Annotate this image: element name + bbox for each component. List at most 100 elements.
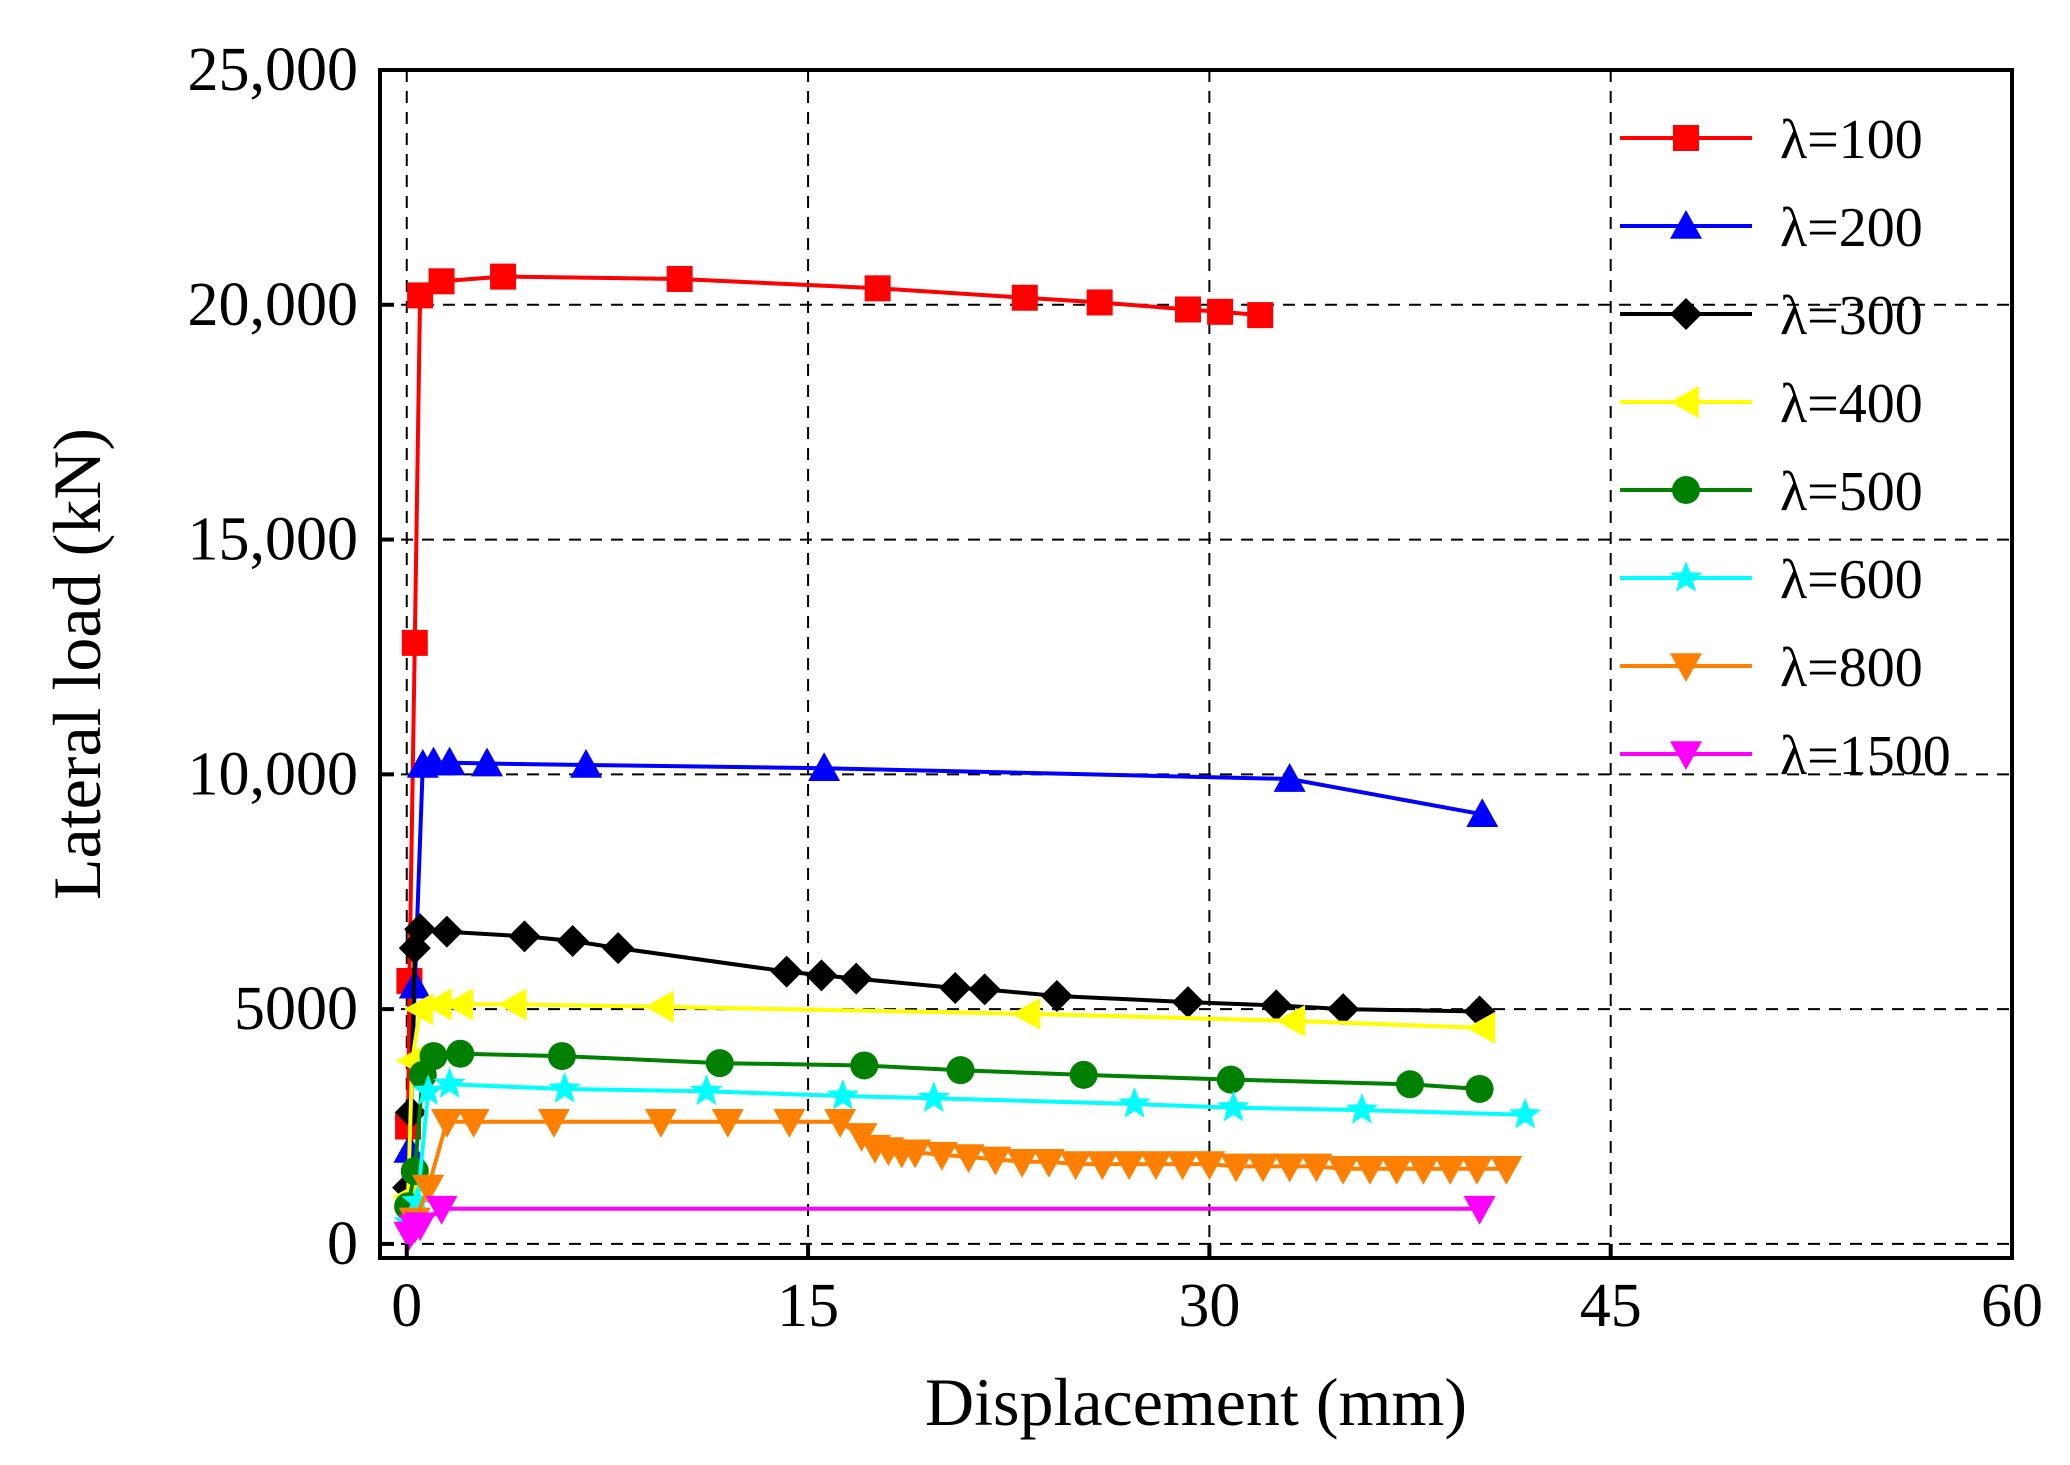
legend-label: λ=200 [1780,197,1923,259]
data-point [1273,763,1306,792]
data-point [433,746,466,776]
data-point [1247,302,1274,329]
data-point [497,988,527,1021]
data-point [1193,1151,1226,1181]
data-point [805,959,838,992]
data-point [1273,1153,1306,1183]
data-point [925,1141,958,1171]
series-group [392,263,1542,1251]
y-tick-label: 5000 [234,975,358,1043]
data-point [917,1081,950,1113]
data-point [1466,798,1499,828]
data-point [1407,1155,1440,1185]
data-point [570,748,603,778]
data-point [1508,1097,1542,1129]
data-point [1217,1090,1250,1122]
y-tick-label: 0 [327,1210,358,1278]
series-7 [398,1109,1523,1245]
data-point [1069,1060,1098,1089]
data-point [1396,1070,1425,1099]
series-line [404,1206,1480,1245]
data-point [1011,997,1041,1030]
series-3 [392,913,1496,1244]
legend-item: λ=400 [1620,373,1923,435]
data-point [1216,1065,1245,1094]
data-point [1011,284,1038,311]
data-point [824,1109,857,1138]
data-point [422,988,452,1021]
data-point [1220,1153,1253,1183]
data-point [1463,1195,1496,1225]
data-point [1139,1151,1172,1181]
data-point [412,1174,445,1204]
data-point [1059,1151,1092,1181]
data-point [404,913,437,946]
y-tick-label: 25,000 [188,36,359,104]
legend-marker [1670,741,1702,770]
data-point [1345,1093,1378,1124]
data-point [1174,296,1201,323]
legend-label: λ=300 [1780,285,1923,347]
data-point [1465,1074,1494,1103]
data-point [1086,1151,1119,1181]
legend-item: λ=800 [1620,637,1923,699]
legend: λ=100 λ=200 λ=300 λ=400 λ=500 λ=600 λ=800 λ=150… [1620,109,1951,787]
series-line [404,1119,1507,1245]
data-point [808,752,841,782]
data-point [1276,1004,1306,1037]
data-point [1118,1087,1151,1118]
data-point [1300,1153,1333,1183]
legend-marker [1670,386,1699,418]
y-axis-title: Lateral load (kN) [39,428,115,900]
legend-marker [1670,298,1702,330]
data-point [404,1212,437,1242]
legend-item: λ=500 [1620,461,1923,523]
data-point [1380,1155,1413,1185]
data-point [1246,1153,1279,1183]
data-point [864,275,891,302]
data-point [1434,1155,1467,1185]
data-point [602,932,635,965]
data-point [1460,1155,1493,1185]
series-8 [393,1195,1496,1251]
data-point [446,1039,475,1068]
data-point [644,1109,677,1138]
data-point [1207,298,1234,325]
data-point [425,1195,458,1225]
data-point [1113,1151,1146,1181]
legend-item: λ=600 [1620,549,1923,611]
data-point [705,1049,734,1078]
data-point [1006,1148,1039,1178]
data-point [490,263,517,290]
data-point [401,1184,434,1216]
legend-label: λ=800 [1780,637,1923,699]
plot-frame [378,68,2014,1260]
data-point [690,1074,723,1106]
y-tick-label: 15,000 [188,506,359,574]
data-point [430,1109,463,1138]
y-tick-label: 20,000 [188,271,359,339]
legend-label: λ=400 [1780,373,1923,435]
data-point [419,1042,448,1071]
data-point [556,925,589,958]
data-point [433,1067,466,1098]
y-ticks: 0 5000 10,000 15,000 20,000 25,000 [188,36,394,1278]
data-point [979,1146,1012,1176]
data-point [968,973,1001,1006]
x-axis-title: Displacement (mm) [925,1364,1467,1440]
data-point [1327,993,1360,1026]
data-point [711,1109,744,1138]
legend-marker [1673,125,1699,151]
data-point [1032,1148,1065,1178]
data-point [644,990,674,1023]
x-tick-label: 30 [1178,1272,1240,1340]
legend-label: λ=600 [1780,549,1923,611]
legend-item: λ=300 [1620,285,1923,347]
data-point [1490,1155,1523,1185]
data-point [952,1144,985,1174]
data-point [537,1109,570,1138]
x-tick-label: 45 [1580,1272,1642,1340]
data-point [404,993,433,1026]
data-point [1466,1011,1496,1044]
